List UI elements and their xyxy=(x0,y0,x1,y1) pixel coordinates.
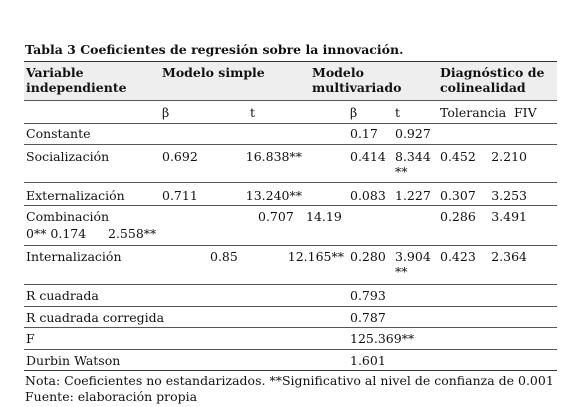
rule xyxy=(24,61,557,62)
cell: 3.491 xyxy=(491,209,527,224)
cell: F xyxy=(26,331,35,346)
rule xyxy=(24,123,557,124)
rule xyxy=(24,284,557,285)
cell: Socialización xyxy=(26,149,110,164)
table-title: Tabla 3 Coeficientes de regresión sobre … xyxy=(25,42,404,57)
cell: 0.280 xyxy=(350,249,386,264)
header-cell: FIV xyxy=(514,105,537,120)
cell: Externalización xyxy=(26,188,125,203)
cell: 125.369** xyxy=(350,331,415,346)
table-note: Nota: Coeficientes no estandarizados. **… xyxy=(25,373,554,404)
rule xyxy=(24,245,557,246)
cell: 0.787 xyxy=(350,310,386,325)
cell: 0.711 xyxy=(162,188,198,203)
cell: R cuadrada corregida xyxy=(26,310,165,325)
rule xyxy=(24,370,557,371)
cell: R cuadrada xyxy=(26,288,99,303)
cell: 0.17 xyxy=(350,126,378,141)
cell: 3.253 xyxy=(491,188,527,203)
header-cell: Variable independiente xyxy=(26,65,127,95)
rule xyxy=(24,100,557,101)
cell: 0.423 xyxy=(440,249,476,264)
rule xyxy=(24,182,557,183)
cell: 0.692 xyxy=(162,149,198,164)
cell: 16.838** xyxy=(245,149,302,164)
header-cell: Modelo simple xyxy=(162,65,265,80)
header-cell: Diagnóstico de colinealidad xyxy=(440,65,545,95)
cell: 1.227 xyxy=(395,188,431,203)
cell: 12.165** xyxy=(287,249,344,264)
cell: 0.083 xyxy=(350,188,386,203)
header-cell: Modelo multivariado xyxy=(312,65,402,95)
cell: 0.927 xyxy=(395,126,431,141)
rule xyxy=(24,349,557,350)
cell: 3.904 ** xyxy=(395,249,431,279)
cell: Internalización xyxy=(26,249,122,264)
cell: 0.85 xyxy=(210,249,238,264)
cell: 14.19 xyxy=(306,209,342,224)
cell: 1.601 xyxy=(350,353,386,368)
cell: Durbin Watson xyxy=(26,353,121,368)
cell: 0.307 xyxy=(440,188,476,203)
cell: 2.558** xyxy=(108,226,157,241)
header-cell: β xyxy=(162,105,170,120)
cell: Combinación xyxy=(26,209,110,224)
cell: 0.414 xyxy=(350,149,386,164)
cell: 0.286 xyxy=(440,209,476,224)
header-cell: t xyxy=(395,105,401,120)
rule xyxy=(24,205,557,206)
cell: 0** 0.174 xyxy=(26,226,87,241)
rule xyxy=(24,327,557,328)
rule xyxy=(24,144,557,145)
cell: Constante xyxy=(26,126,91,141)
cell: 0.707 xyxy=(258,209,294,224)
header-cell: β xyxy=(350,105,358,120)
cell: 2.210 xyxy=(491,149,527,164)
cell: 13.240** xyxy=(245,188,302,203)
cell: 0.793 xyxy=(350,288,386,303)
rule xyxy=(24,306,557,307)
cell: 8.344 ** xyxy=(395,149,431,179)
cell: 0.452 xyxy=(440,149,476,164)
header-cell: Tolerancia xyxy=(440,105,507,120)
header-background xyxy=(24,62,557,100)
cell: 2.364 xyxy=(491,249,527,264)
header-cell: t xyxy=(250,105,256,120)
